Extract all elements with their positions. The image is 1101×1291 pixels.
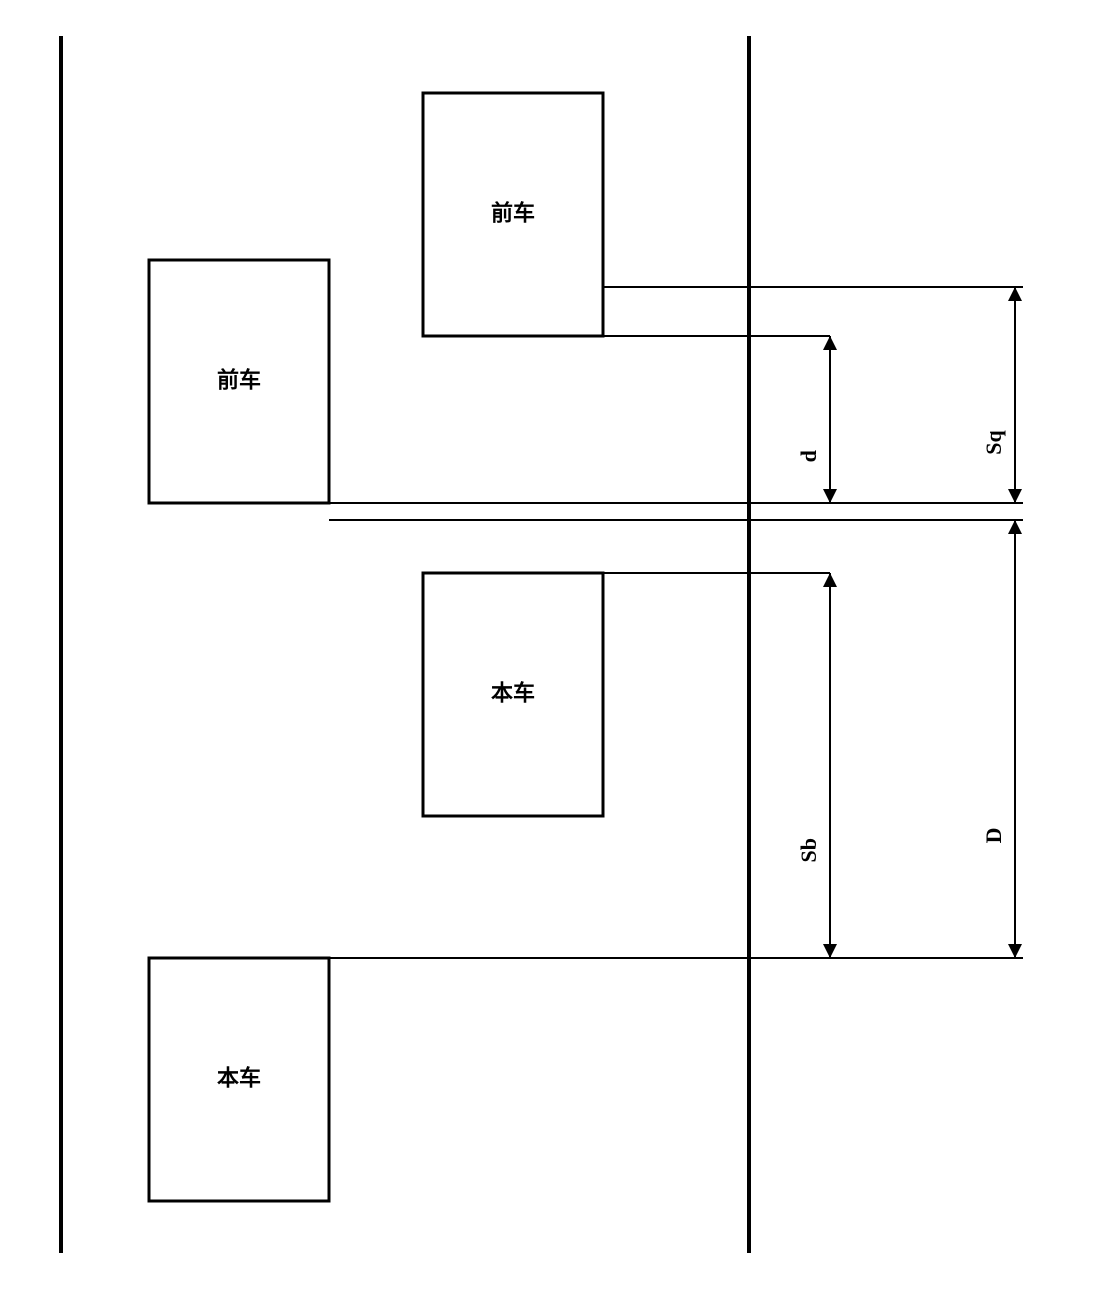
- ego-car-right-label: 本车: [491, 680, 535, 705]
- canvas-bg: [0, 0, 1101, 1291]
- front-car-left-label: 前车: [217, 367, 261, 392]
- front-car-right-label: 前车: [491, 200, 535, 225]
- dim-d-label: d: [796, 450, 821, 462]
- dim-Sb-label: Sb: [796, 838, 821, 862]
- ego-car-left-label: 本车: [217, 1065, 261, 1090]
- dim-D-label: D: [981, 827, 1006, 843]
- dim-Sq-label: Sq: [981, 430, 1006, 455]
